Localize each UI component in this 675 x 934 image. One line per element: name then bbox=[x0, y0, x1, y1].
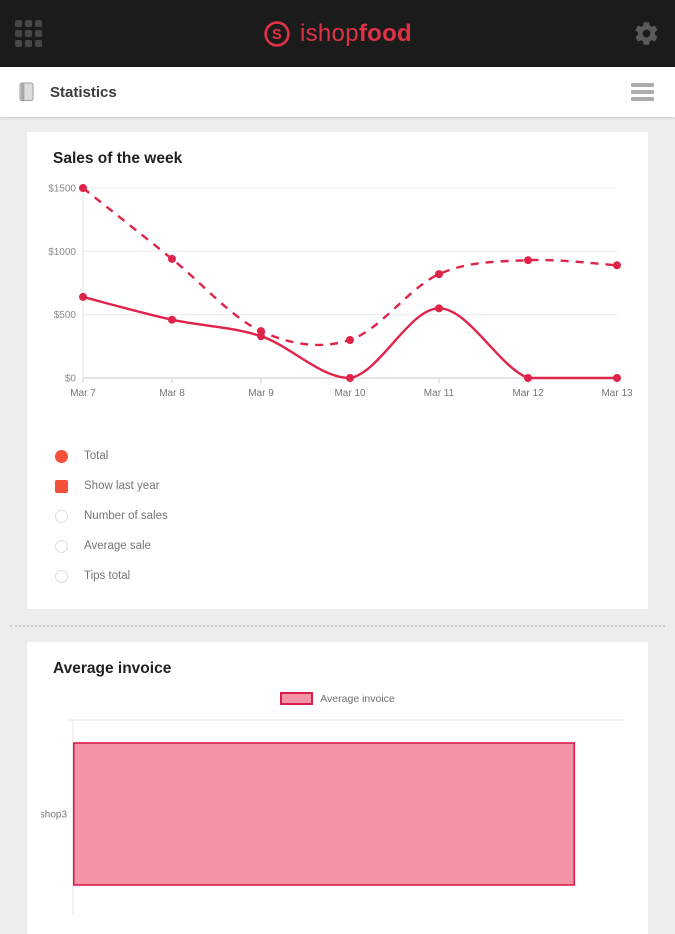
sales-card-title: Sales of the week bbox=[53, 150, 183, 167]
brand-logo-icon: S bbox=[264, 20, 290, 47]
svg-text:$500: $500 bbox=[54, 310, 77, 321]
invoice-legend[interactable]: Average invoice bbox=[41, 692, 634, 705]
svg-text:Mar 12: Mar 12 bbox=[512, 388, 544, 399]
legend-option-show-last-year[interactable]: Show last year bbox=[55, 471, 634, 501]
svg-text:Mar 13: Mar 13 bbox=[601, 388, 633, 399]
invoice-bar-chart-canvas: ishop3 bbox=[38, 719, 623, 915]
svg-text:Mar 7: Mar 7 bbox=[70, 388, 96, 399]
legend-option-label: Show last year bbox=[84, 480, 160, 492]
sales-line-chart-canvas: $0 $500 $1000 $1500 Mar 7 Mar 8 Mar 9 Mar 10 Mar… bbox=[48, 184, 633, 400]
app-header: S ishopfood bbox=[0, 0, 675, 67]
brand-logo: S ishopfood bbox=[263, 20, 412, 48]
invoice-card-title: Average invoice bbox=[53, 660, 172, 677]
sales-card: Sales of the week $0 $500 $1000 $1500 Mar 7 M… bbox=[27, 132, 648, 609]
gear-icon[interactable] bbox=[633, 20, 660, 47]
radio-icon bbox=[55, 449, 68, 463]
svg-text:Mar 11: Mar 11 bbox=[424, 388, 455, 399]
checkbox-icon bbox=[55, 479, 68, 493]
menu-icon[interactable] bbox=[629, 76, 656, 108]
page-title: Statistics bbox=[50, 83, 117, 101]
logo-text-food: food bbox=[358, 19, 413, 47]
sales-legend-controls: Total Show last year Number of sales Averag… bbox=[55, 441, 634, 591]
invoice-card: Average invoice Average invoice ishop3 bbox=[27, 642, 648, 934]
section-divider bbox=[10, 625, 665, 627]
invoice-legend-label: Average invoice bbox=[320, 692, 395, 705]
invoice-legend-swatch-icon bbox=[280, 692, 314, 705]
legend-option-tips-total[interactable]: Tips total bbox=[55, 561, 634, 591]
legend-option-number-of-sales[interactable]: Number of sales bbox=[55, 501, 634, 531]
radio-icon bbox=[55, 569, 68, 583]
logo-text-ishop: ishop bbox=[299, 19, 359, 47]
svg-text:Mar 8: Mar 8 bbox=[159, 388, 185, 399]
svg-text:Mar 10: Mar 10 bbox=[334, 388, 366, 399]
svg-text:S: S bbox=[272, 27, 282, 43]
legend-option-label: Total bbox=[84, 450, 109, 462]
svg-text:Mar 9: Mar 9 bbox=[248, 388, 274, 399]
radio-icon bbox=[55, 539, 68, 553]
legend-option-label: Average sale bbox=[84, 540, 151, 552]
apps-grid-icon[interactable] bbox=[15, 20, 42, 47]
ledger-icon bbox=[19, 82, 34, 101]
page-toolbar: Statistics bbox=[0, 67, 675, 117]
svg-text:$0: $0 bbox=[65, 374, 77, 385]
svg-text:$1500: $1500 bbox=[48, 184, 76, 195]
legend-option-average-sale[interactable]: Average sale bbox=[55, 531, 634, 561]
legend-option-total[interactable]: Total bbox=[55, 441, 634, 471]
legend-option-label: Tips total bbox=[84, 570, 131, 582]
svg-text:ishop3: ishop3 bbox=[41, 810, 67, 821]
legend-option-label: Number of sales bbox=[84, 510, 168, 522]
radio-icon bbox=[55, 509, 68, 523]
svg-text:$1000: $1000 bbox=[48, 247, 76, 258]
